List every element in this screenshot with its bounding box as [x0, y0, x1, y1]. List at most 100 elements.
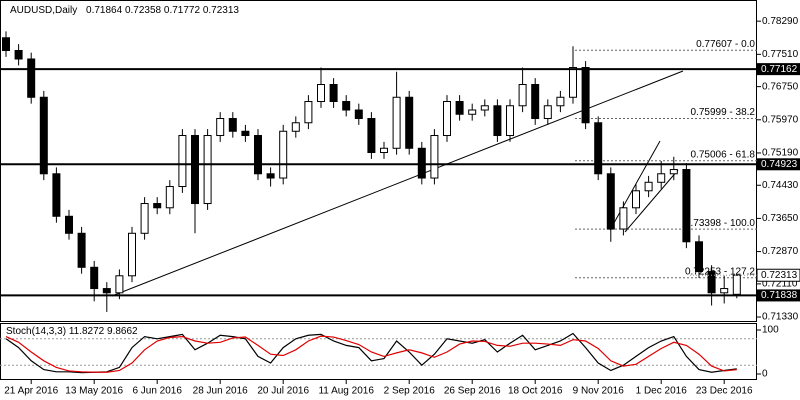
x-tick-label: 13 May 2016 — [65, 386, 123, 397]
stoch-tick-label: 100 — [762, 325, 779, 336]
x-tick-label: 23 Dec 2016 — [696, 386, 753, 397]
candle-body — [707, 271, 716, 294]
candle-body — [556, 96, 565, 107]
candle-body — [531, 84, 540, 120]
x-tick-label: 21 Apr 2016 — [4, 386, 58, 397]
symbol: AUDUSD,Daily — [10, 5, 77, 16]
stoch-line — [5, 332, 737, 374]
y-tick-label: 0.77510 — [762, 49, 799, 60]
candle-body — [279, 130, 288, 179]
candle-body — [14, 50, 23, 60]
x-tick-label: 6 Jun 2016 — [132, 386, 182, 397]
candle-body — [191, 135, 199, 205]
candle-body — [115, 275, 124, 294]
candle-body — [657, 173, 666, 183]
y-tick-label: 0.75190 — [762, 148, 799, 159]
candle-body — [128, 232, 136, 277]
candle-body — [291, 122, 300, 132]
candle-body — [165, 186, 174, 209]
candle-body — [65, 215, 73, 234]
candle-body — [581, 67, 590, 124]
candle-body — [417, 147, 426, 179]
candle-body — [304, 101, 313, 124]
y-tick-label: 0.74430 — [762, 180, 799, 191]
candle-body — [153, 203, 162, 209]
x-tick-label: 2 Sep 2016 — [384, 386, 436, 397]
candle-body — [430, 135, 439, 179]
k-value: 11.8272 — [69, 326, 105, 337]
candle-body — [468, 109, 477, 115]
candle-body — [405, 96, 414, 149]
level-box — [757, 63, 800, 76]
price-box — [756, 268, 800, 282]
level-box — [757, 158, 800, 171]
candle-body — [39, 96, 48, 175]
candle-body — [619, 207, 628, 230]
channel-line — [624, 169, 679, 233]
y-tick-label: 0.73650 — [762, 213, 799, 224]
x-tick-label: 18 Oct 2016 — [508, 386, 563, 397]
candle-body — [732, 274, 741, 295]
candle-body — [518, 84, 527, 107]
channel-line — [609, 140, 661, 231]
x-tick-label: 1 Dec 2016 — [636, 386, 688, 397]
candle-body — [669, 169, 678, 175]
candle-body — [493, 105, 502, 137]
candle-body — [443, 101, 451, 137]
candle-body — [178, 135, 187, 188]
d-value: 9.8662 — [107, 326, 138, 337]
candle-body — [329, 84, 338, 103]
candle-body — [266, 173, 275, 179]
level-label: 0.74923 — [761, 159, 798, 170]
candle-body — [90, 266, 99, 290]
y-tick-label: 0.72870 — [762, 246, 799, 257]
candle-body — [102, 288, 111, 294]
low: 0.71772 — [164, 5, 201, 16]
fib-label: 0.75999 - 38.2 — [691, 107, 756, 118]
candle-body — [216, 118, 225, 137]
y-tick-label: 0.71330 — [762, 312, 799, 323]
candle-body — [367, 118, 376, 154]
x-tick-label: 20 Jul 2016 — [257, 386, 309, 397]
candle-body — [720, 288, 729, 294]
y-tick-label: 0.72110 — [762, 279, 798, 290]
y-tick-label: 0.76750 — [762, 81, 799, 92]
candle-body — [2, 37, 10, 52]
candle-body — [317, 84, 325, 103]
candle-body — [480, 105, 489, 111]
candle-body — [354, 109, 363, 120]
candle-body — [569, 67, 577, 98]
level-box — [757, 289, 800, 302]
candle-body — [606, 173, 615, 230]
stoch-header: Stoch(14,3,3) 11.8272 9.8662 — [6, 326, 138, 337]
candle-body — [342, 101, 351, 111]
header: AUDUSD,Daily 0.71864 0.72358 0.71772 0.7… — [10, 5, 239, 16]
candle-body — [455, 101, 464, 115]
candle-body — [695, 241, 703, 273]
candle-body — [506, 105, 514, 137]
stoch-tick-label: 0 — [762, 369, 768, 380]
candle-body — [203, 135, 212, 205]
candle-body — [77, 232, 86, 268]
candle-body — [27, 58, 36, 98]
level-label: 0.77162 — [761, 64, 798, 75]
candle-body — [392, 96, 401, 149]
stoch-line — [5, 335, 737, 373]
fib-label: 0.75006 - 61.8 — [691, 149, 756, 160]
candle-body — [254, 135, 262, 175]
x-tick-label: 11 Aug 2016 — [318, 386, 374, 397]
x-tick-label: 26 Sep 2016 — [444, 386, 501, 397]
open: 0.71864 — [86, 5, 123, 16]
fib-label: 0.72253 - 127.2 — [685, 266, 755, 277]
y-tick-label: 0.78290 — [762, 16, 799, 27]
candle-body — [644, 181, 653, 192]
fib-label: 0.77607 - 0.0 — [696, 39, 755, 50]
main-panel — [0, 0, 757, 322]
candle-body — [241, 130, 250, 137]
close: 0.72313 — [203, 5, 240, 16]
price-label: 0.72313 — [761, 270, 798, 281]
high: 0.72358 — [125, 5, 162, 16]
y-tick-label: 0.75970 — [762, 114, 799, 125]
x-tick-label: 9 Nov 2016 — [573, 386, 625, 397]
